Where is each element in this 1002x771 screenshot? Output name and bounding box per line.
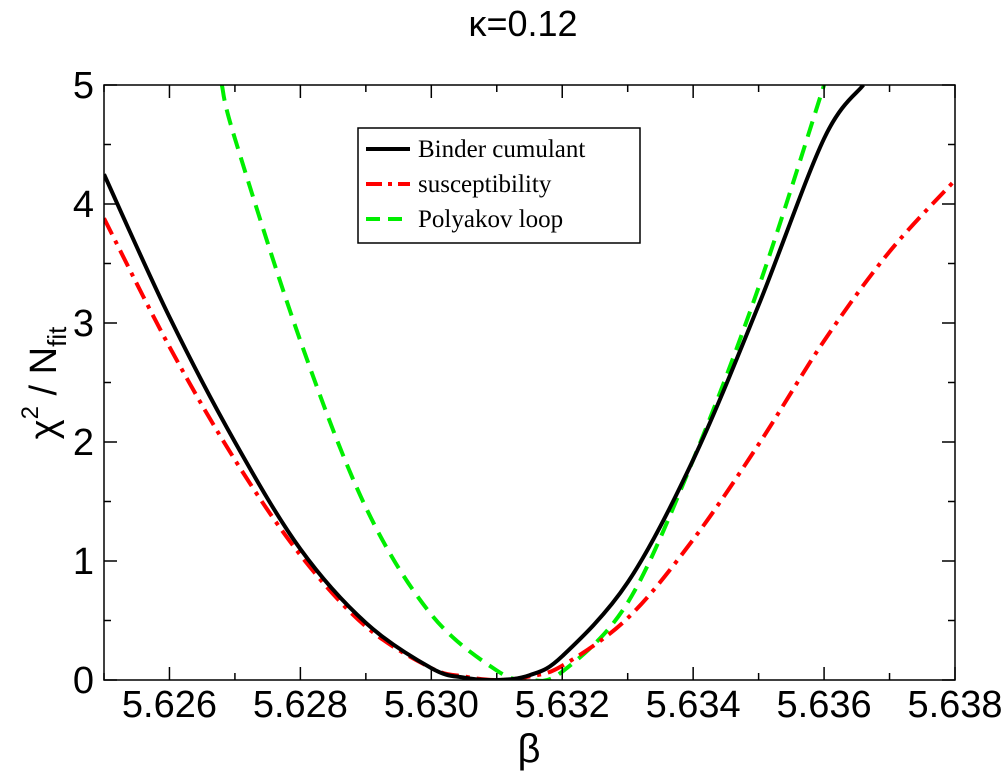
y-axis-label-chi: χ [23, 419, 65, 439]
y-tick-label: 0 [73, 660, 94, 702]
y-tick-label: 1 [73, 541, 94, 583]
y-tick-label: 4 [73, 184, 94, 226]
x-axis-label: β [517, 727, 540, 771]
y-tick-label: 3 [73, 303, 94, 345]
legend-label-polyakov: Polyakov loop [418, 206, 563, 233]
y-axis-label: χ2 / Nfit [17, 326, 72, 439]
y-axis-label-sub: fit [42, 326, 72, 347]
legend-label-susceptibility: susceptibility [418, 171, 552, 198]
y-axis-label-mid: / N [23, 347, 65, 406]
x-tick-label: 5.632 [515, 684, 610, 726]
x-tick-label: 5.636 [777, 684, 872, 726]
x-axis: 5.626 5.628 5.630 5.632 5.634 5.636 5.638 [103, 85, 1002, 726]
x-tick-label: 5.638 [907, 684, 1002, 726]
series-line-susceptibility [104, 178, 955, 680]
legend-label-binder: Binder cumulant [418, 136, 585, 163]
x-tick-label: 5.628 [253, 684, 348, 726]
y-axis-label-sup: 2 [17, 406, 44, 419]
x-tick-label: 5.634 [646, 684, 741, 726]
x-tick-label: 5.630 [384, 684, 479, 726]
y-tick-label: 5 [73, 65, 94, 107]
y-axis: 0 1 2 3 4 5 [73, 65, 955, 702]
y-tick-label: 2 [73, 422, 94, 464]
chart-title: κ=0.12 [468, 3, 577, 44]
x-tick-label: 5.626 [122, 684, 217, 726]
legend: Binder cumulant susceptibility Polyakov … [357, 127, 641, 244]
